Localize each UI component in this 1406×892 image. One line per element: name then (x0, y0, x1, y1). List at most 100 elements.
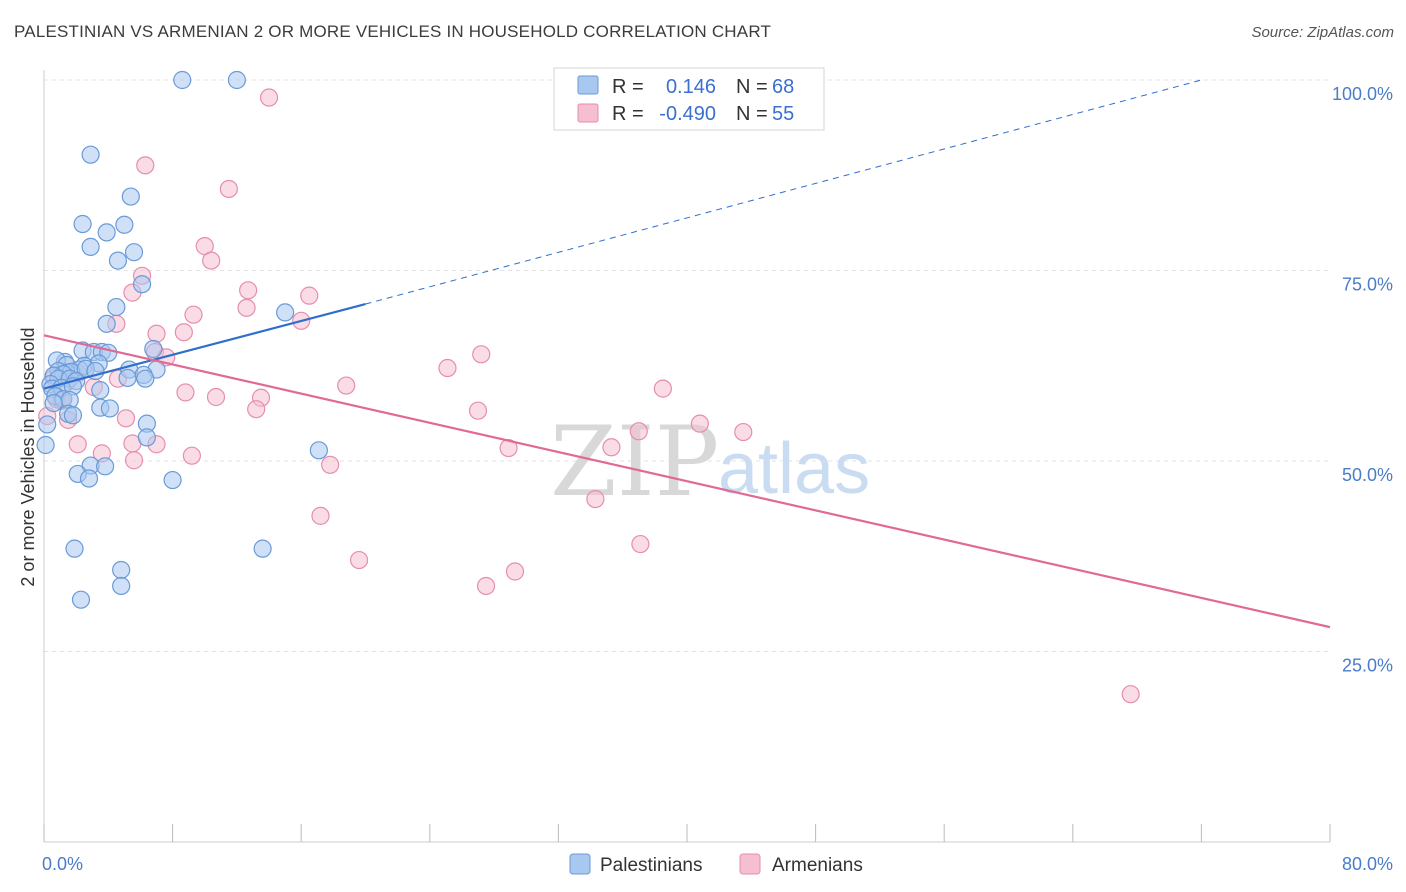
armenian-point-10 (184, 305, 203, 324)
armenian-point-50 (505, 562, 525, 581)
palestinian-point-4 (73, 214, 92, 234)
legend-r-value-1: 0.146 (666, 76, 716, 98)
armenian-point-34 (734, 422, 753, 442)
y-tick-label-3: 100.0% (1332, 84, 1393, 104)
armenian-point-47 (311, 506, 330, 525)
y-tick-label-1: 50.0% (1342, 465, 1393, 485)
palestinian-point-0 (173, 70, 192, 90)
palestinian-point-9 (108, 251, 128, 270)
armenian-point-48 (631, 534, 650, 554)
x-tick-label-0: 0.0% (42, 854, 83, 874)
x-tick-label-1: 80.0% (1342, 854, 1393, 874)
armenian-point-23 (653, 379, 672, 398)
legend-n-value-2: 55 (772, 103, 794, 125)
series-legend-swatch-armenians (739, 853, 761, 875)
palestinian-point-3 (121, 187, 140, 206)
palestinian-point-39 (136, 369, 155, 388)
trend-line-armenians (43, 334, 1331, 629)
legend-r-value-2: -0.490 (659, 103, 716, 125)
armenian-point-2 (219, 179, 238, 199)
chart-title: PALESTINIAN VS ARMENIAN 2 OR MORE VEHICL… (14, 22, 772, 41)
y-tick-label-2: 75.0% (1342, 275, 1393, 295)
armenian-point-4 (202, 251, 221, 270)
palestinian-point-52 (63, 406, 83, 425)
armenian-point-44 (124, 451, 144, 470)
y-tick-label-0: 25.0% (1342, 656, 1393, 676)
legend-r-label-2: R = (612, 103, 644, 125)
series-legend: Palestinians Armenians (569, 853, 863, 876)
palestinian-point-62 (163, 470, 182, 490)
palestinian-point-2 (81, 145, 100, 164)
palestinian-point-48 (44, 393, 63, 413)
armenian-point-18 (438, 358, 457, 378)
armenian-point-1 (136, 156, 155, 175)
armenian-point-49 (349, 550, 369, 570)
series-legend-swatch-palestinians (569, 853, 591, 875)
palestinian-point-65 (112, 560, 131, 580)
armenian-point-52 (1121, 685, 1140, 704)
armenian-point-25 (176, 383, 195, 402)
palestinian-point-14 (144, 339, 163, 359)
armenian-point-45 (321, 455, 340, 474)
legend-n-value-1: 68 (772, 76, 794, 98)
trend-layer (43, 79, 1331, 629)
armenian-point-33 (629, 422, 648, 441)
armenian-point-9 (237, 298, 256, 317)
armenian-point-36 (602, 438, 621, 457)
palestinian-point-50 (100, 399, 120, 418)
legend-n-label-2: N = (736, 103, 768, 125)
palestinian-point-61 (79, 469, 99, 488)
legend-r-label-1: R = (612, 76, 644, 98)
armenian-point-28 (247, 400, 266, 419)
armenian-point-8 (300, 286, 319, 305)
armenian-point-7 (239, 281, 258, 300)
stats-legend-box (553, 67, 825, 131)
palestinian-point-7 (81, 237, 100, 256)
palestinian-point-11 (107, 297, 126, 317)
armenian-point-0 (259, 88, 279, 107)
palestinian-point-8 (124, 243, 144, 262)
palestinian-point-5 (115, 215, 134, 234)
legend-n-label-1: N = (736, 76, 768, 98)
stats-legend: R = 0.146 N = 68 R = -0.490 N = 55 (553, 67, 825, 131)
armenian-point-32 (690, 414, 709, 433)
trend-line-palestinians-extension (365, 79, 1202, 305)
armenian-point-31 (116, 409, 136, 428)
palestinian-point-54 (38, 415, 57, 434)
palestinian-point-6 (97, 223, 116, 242)
palestinian-point-57 (309, 441, 328, 460)
armenian-point-26 (206, 387, 226, 407)
armenian-point-13 (147, 324, 166, 343)
armenian-point-22 (337, 376, 356, 395)
palestinian-point-66 (112, 576, 131, 596)
source-credit: Source: ZipAtlas.com (1251, 24, 1394, 41)
watermark-atlas: atlas (718, 429, 870, 509)
legend-swatch-armenians (577, 103, 599, 123)
trend-line-palestinians (43, 302, 366, 390)
palestinian-point-47 (91, 381, 110, 400)
palestinian-point-67 (71, 590, 91, 609)
palestinian-point-37 (118, 368, 137, 388)
palestinian-point-13 (97, 314, 116, 333)
tick-layer: 25.0% 50.0% 75.0% 100.0% 0.0% 80.0% (42, 84, 1393, 874)
palestinian-point-12 (276, 303, 295, 322)
armenian-point-17 (472, 345, 491, 364)
palestinian-point-63 (65, 539, 84, 558)
series-legend-label-armenians: Armenians (772, 855, 863, 876)
palestinian-point-64 (253, 539, 272, 558)
grid-layer (44, 79, 1330, 652)
armenian-point-46 (586, 490, 605, 509)
palestinian-point-59 (95, 457, 115, 476)
armenian-point-14 (174, 323, 193, 342)
series-legend-label-palestinians: Palestinians (600, 855, 702, 876)
armenian-point-35 (182, 446, 201, 465)
armenian-point-51 (476, 576, 496, 596)
palestinian-point-55 (137, 428, 156, 447)
points-layer (36, 70, 1140, 704)
armenian-point-29 (468, 401, 488, 420)
y-axis-label: 2 or more Vehicles in Household (18, 327, 38, 586)
armenian-point-37 (499, 438, 518, 458)
axes-layer (43, 70, 1331, 843)
legend-swatch-palestinians (577, 75, 599, 95)
